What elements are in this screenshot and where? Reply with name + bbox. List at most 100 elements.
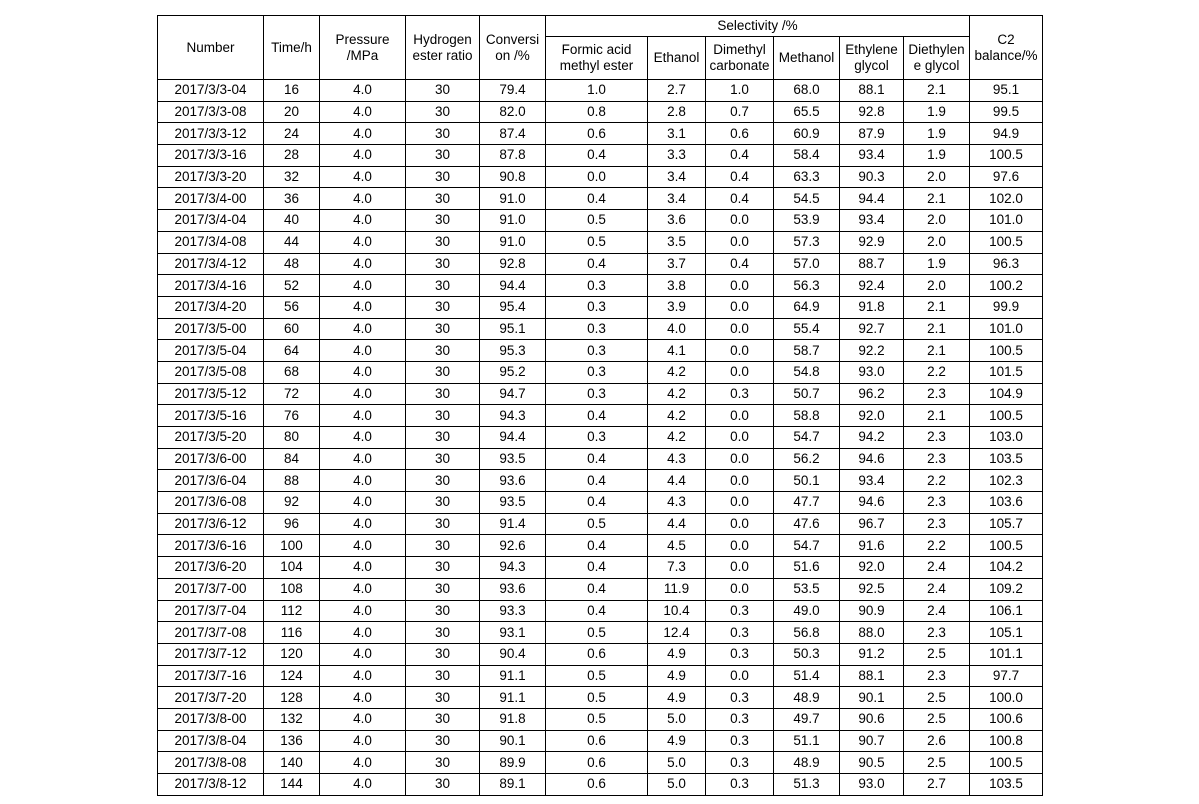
cell-dimethyl-carbonate: 0.0 (705, 317, 774, 341)
cell-conversion: 93.1 (479, 621, 546, 644)
cell-diethylene-glycol: 2.0 (903, 274, 970, 297)
cell-c2-balance: 105.1 (969, 621, 1043, 644)
cell-dimethyl-carbonate: 0.0 (705, 230, 774, 254)
cell-formic-acid-methyl-ester: 0.3 (545, 382, 648, 406)
cell-hydrogen-ester-ratio: 30 (405, 773, 480, 796)
cell-ethylene-glycol: 94.4 (839, 187, 904, 211)
cell-methanol: 50.1 (773, 469, 840, 493)
cell-pressure: 4.0 (319, 447, 406, 471)
cell-dimethyl-carbonate: 0.0 (705, 404, 774, 427)
table-row: 2017/3/4-16 52 4.0 30 94.4 0.3 3.8 0.0 56.3 92.4 2… (157, 274, 1043, 297)
cell-c2-balance: 109.2 (969, 577, 1043, 601)
cell-conversion: 95.1 (479, 317, 546, 341)
cell-pressure: 4.0 (319, 382, 406, 406)
cell-pressure: 4.0 (319, 556, 406, 579)
cell-c2-balance: 101.0 (969, 317, 1043, 341)
cell-time: 28 (263, 144, 320, 167)
cell-diethylene-glycol: 2.4 (903, 577, 970, 601)
table-row: 2017/3/7-08 116 4.0 30 93.1 0.5 12.4 0.3 56.8 88.… (157, 621, 1043, 644)
cell-hydrogen-ester-ratio: 30 (405, 404, 480, 427)
cell-formic-acid-methyl-ester: 0.5 (545, 664, 648, 688)
cell-conversion: 89.9 (479, 751, 546, 774)
cell-formic-acid-methyl-ester: 0.4 (545, 491, 648, 514)
cell-dimethyl-carbonate: 1.0 (705, 79, 774, 102)
cell-formic-acid-methyl-ester: 0.6 (545, 729, 648, 753)
table-row: 2017/3/5-04 64 4.0 30 95.3 0.3 4.1 0.0 58.7 92.2 2… (157, 339, 1043, 362)
cell-time: 128 (263, 686, 320, 709)
cell-ethylene-glycol: 88.7 (839, 252, 904, 276)
cell-pressure: 4.0 (319, 317, 406, 341)
cell-ethanol: 5.0 (647, 751, 706, 774)
cell-pressure: 4.0 (319, 295, 406, 319)
cell-conversion: 94.3 (479, 556, 546, 579)
cell-ethanol: 4.2 (647, 404, 706, 427)
header-diethylene-glycol: Diethylen e glycol (903, 36, 970, 80)
cell-c2-balance: 100.6 (969, 707, 1043, 731)
cell-number: 2017/3/4-12 (157, 252, 264, 276)
header-time: Time/h (263, 15, 320, 80)
header-ethanol: Ethanol (647, 36, 706, 80)
cell-conversion: 89.1 (479, 773, 546, 796)
cell-methanol: 63.3 (773, 165, 840, 189)
header-pressure: Pressure /MPa (319, 15, 406, 80)
cell-conversion: 82.0 (479, 100, 546, 124)
cell-diethylene-glycol: 1.9 (903, 144, 970, 167)
cell-diethylene-glycol: 2.6 (903, 729, 970, 753)
cell-number: 2017/3/6-12 (157, 512, 264, 536)
cell-diethylene-glycol: 2.7 (903, 773, 970, 796)
cell-methanol: 68.0 (773, 79, 840, 102)
cell-diethylene-glycol: 2.5 (903, 707, 970, 731)
cell-ethanol: 3.8 (647, 274, 706, 297)
cell-c2-balance: 99.9 (969, 295, 1043, 319)
cell-formic-acid-methyl-ester: 0.4 (545, 577, 648, 601)
cell-methanol: 48.9 (773, 751, 840, 774)
table-row: 2017/3/5-20 80 4.0 30 94.4 0.3 4.2 0.0 54.7 94.2 2… (157, 426, 1043, 449)
cell-pressure: 4.0 (319, 209, 406, 232)
cell-number: 2017/3/6-16 (157, 534, 264, 558)
cell-hydrogen-ester-ratio: 30 (405, 79, 480, 102)
cell-number: 2017/3/3-12 (157, 122, 264, 146)
cell-hydrogen-ester-ratio: 30 (405, 599, 480, 623)
cell-dimethyl-carbonate: 0.6 (705, 122, 774, 146)
cell-methanol: 60.9 (773, 122, 840, 146)
cell-formic-acid-methyl-ester: 0.6 (545, 773, 648, 796)
cell-ethylene-glycol: 93.0 (839, 773, 904, 796)
cell-pressure: 4.0 (319, 144, 406, 167)
cell-ethylene-glycol: 92.8 (839, 100, 904, 124)
cell-formic-acid-methyl-ester: 0.4 (545, 252, 648, 276)
cell-conversion: 93.6 (479, 469, 546, 493)
cell-formic-acid-methyl-ester: 0.0 (545, 165, 648, 189)
cell-dimethyl-carbonate: 0.7 (705, 100, 774, 124)
cell-conversion: 90.8 (479, 165, 546, 189)
header-selectivity-group: Selectivity /% (545, 15, 970, 37)
header-dimethyl-carbonate: Dimethyl carbonate (705, 36, 774, 80)
cell-hydrogen-ester-ratio: 30 (405, 100, 480, 124)
cell-conversion: 95.4 (479, 295, 546, 319)
cell-methanol: 56.2 (773, 447, 840, 471)
cell-hydrogen-ester-ratio: 30 (405, 382, 480, 406)
cell-number: 2017/3/6-20 (157, 556, 264, 579)
cell-conversion: 91.1 (479, 664, 546, 688)
cell-hydrogen-ester-ratio: 30 (405, 534, 480, 558)
cell-methanol: 51.1 (773, 729, 840, 753)
table-row: 2017/3/5-16 76 4.0 30 94.3 0.4 4.2 0.0 58.8 92.0 2… (157, 404, 1043, 427)
cell-formic-acid-methyl-ester: 0.4 (545, 144, 648, 167)
cell-hydrogen-ester-ratio: 30 (405, 339, 480, 362)
table-row: 2017/3/3-12 24 4.0 30 87.4 0.6 3.1 0.6 60.9 87.9 1… (157, 122, 1043, 146)
cell-pressure: 4.0 (319, 230, 406, 254)
cell-ethanol: 3.5 (647, 230, 706, 254)
cell-dimethyl-carbonate: 0.0 (705, 426, 774, 449)
cell-hydrogen-ester-ratio: 30 (405, 252, 480, 276)
cell-c2-balance: 96.3 (969, 252, 1043, 276)
cell-methanol: 58.7 (773, 339, 840, 362)
cell-dimethyl-carbonate: 0.0 (705, 469, 774, 493)
cell-ethylene-glycol: 93.0 (839, 360, 904, 384)
cell-conversion: 91.0 (479, 187, 546, 211)
cell-dimethyl-carbonate: 0.0 (705, 447, 774, 471)
cell-hydrogen-ester-ratio: 30 (405, 144, 480, 167)
cell-ethylene-glycol: 96.7 (839, 512, 904, 536)
cell-c2-balance: 99.5 (969, 100, 1043, 124)
cell-conversion: 90.1 (479, 729, 546, 753)
cell-diethylene-glycol: 2.2 (903, 534, 970, 558)
cell-pressure: 4.0 (319, 599, 406, 623)
